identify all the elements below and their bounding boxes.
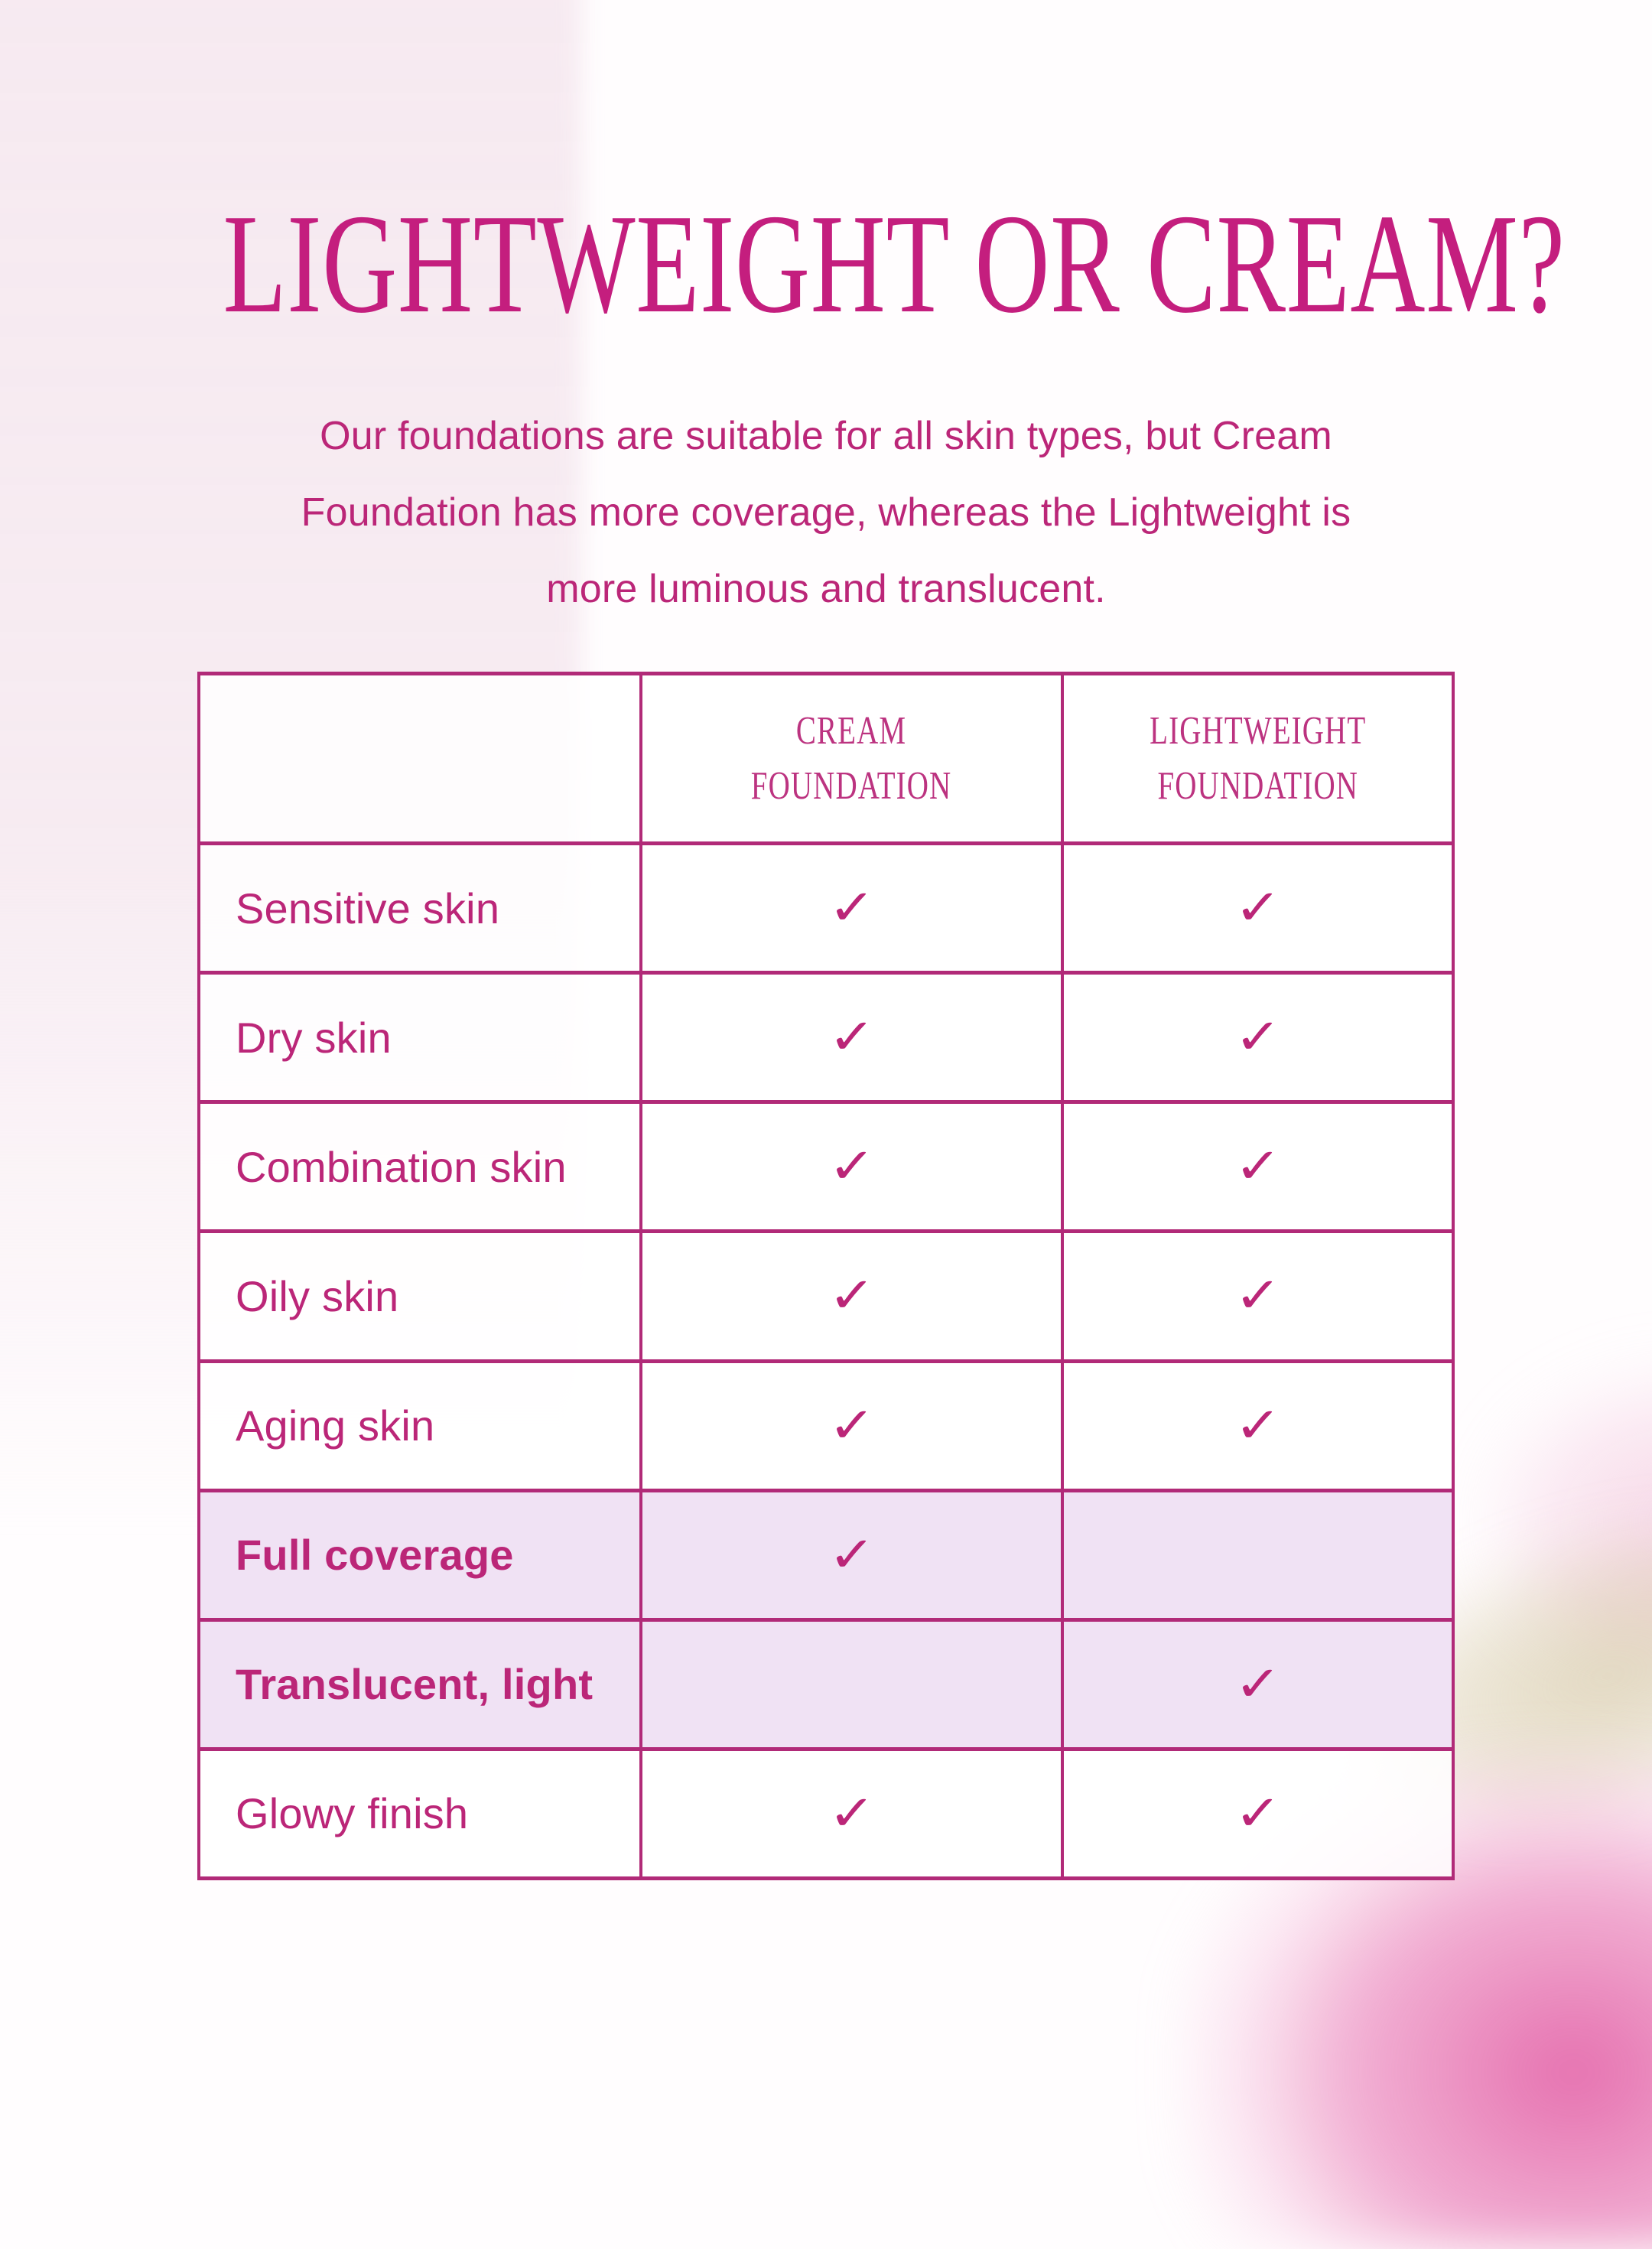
lightweight-check-cell: ✓ [1061, 1100, 1455, 1234]
lightweight-check-cell: ✓ [1061, 1229, 1455, 1363]
check-icon: ✓ [828, 1009, 876, 1066]
lightweight-foundation-label: LIGHTWEIGHT FOUNDATION [1149, 708, 1367, 808]
table-row-dry-skin: Dry skin ✓ ✓ [197, 971, 1455, 1105]
check-icon: ✓ [1234, 1397, 1282, 1454]
lightweight-check-cell: ✓ [1061, 841, 1455, 975]
check-icon: ✓ [828, 1397, 876, 1454]
lightweight-check-cell: ✓ [1061, 971, 1455, 1105]
table-row-oily-skin: Oily skin ✓ ✓ [197, 1229, 1455, 1363]
subtitle-line: Foundation has more coverage, whereas th… [301, 490, 1351, 535]
row-label: Sensitive skin [197, 841, 642, 975]
table-row-translucent-light: Translucent, light ✓ [197, 1617, 1455, 1751]
check-icon: ✓ [828, 1526, 876, 1583]
table-row-sensitive-skin: Sensitive skin ✓ ✓ [197, 841, 1455, 975]
page-title: LIGHTWEIGHT OR CREAM? [223, 185, 1566, 343]
cream-check-cell: ✓ [639, 1100, 1064, 1234]
row-label: Oily skin [197, 1229, 642, 1363]
cream-check-cell: ✓ [639, 1488, 1064, 1622]
check-icon: ✓ [828, 1138, 876, 1196]
table-header-lightweight-foundation: LIGHTWEIGHT FOUNDATION [1061, 672, 1455, 845]
page-subtitle: Our foundations are suitable for all ski… [0, 398, 1652, 627]
row-label: Dry skin [197, 971, 642, 1105]
table-header-cream-foundation: CREAM FOUNDATION [639, 672, 1064, 845]
lightweight-check-cell: ✓ [1061, 1746, 1455, 1881]
check-icon: ✓ [1234, 880, 1282, 937]
row-label: Aging skin [197, 1359, 642, 1492]
check-icon: ✓ [828, 1785, 876, 1842]
check-icon: ✓ [1234, 1655, 1282, 1713]
check-icon: ✓ [1234, 1138, 1282, 1196]
cream-check-cell [639, 1617, 1064, 1751]
check-icon: ✓ [828, 1268, 876, 1325]
row-label: Combination skin [197, 1100, 642, 1234]
cream-check-cell: ✓ [639, 971, 1064, 1105]
cream-foundation-label: CREAM FOUNDATION [751, 708, 952, 808]
cream-check-cell: ✓ [639, 1229, 1064, 1363]
infographic: LIGHTWEIGHT OR CREAM? Our foundations ar… [0, 185, 1652, 1881]
lightweight-check-cell: ✓ [1061, 1617, 1455, 1751]
check-icon: ✓ [1234, 1268, 1282, 1325]
table-row-aging-skin: Aging skin ✓ ✓ [197, 1359, 1455, 1492]
row-label: Full coverage [197, 1488, 642, 1622]
table-header-empty-cell [197, 672, 642, 845]
table-header-row: CREAM FOUNDATION LIGHTWEIGHT FOUNDATION [197, 672, 1455, 845]
check-icon: ✓ [1234, 1785, 1282, 1842]
row-label: Glowy finish [197, 1746, 642, 1881]
subtitle-line: Our foundations are suitable for all ski… [320, 414, 1332, 458]
cream-check-cell: ✓ [639, 841, 1064, 975]
table-row-glowy-finish: Glowy finish ✓ ✓ [197, 1746, 1455, 1881]
table-row-combination-skin: Combination skin ✓ ✓ [197, 1100, 1455, 1234]
check-icon: ✓ [1234, 1009, 1282, 1066]
comparison-table: CREAM FOUNDATION LIGHTWEIGHT FOUNDATION … [197, 672, 1455, 1881]
subtitle-line: more luminous and translucent. [546, 567, 1106, 611]
lightweight-check-cell: ✓ [1061, 1359, 1455, 1492]
table-row-full-coverage: Full coverage ✓ [197, 1488, 1455, 1622]
cream-check-cell: ✓ [639, 1359, 1064, 1492]
row-label: Translucent, light [197, 1617, 642, 1751]
lightweight-check-cell [1061, 1488, 1455, 1622]
cream-check-cell: ✓ [639, 1746, 1064, 1881]
check-icon: ✓ [828, 880, 876, 937]
